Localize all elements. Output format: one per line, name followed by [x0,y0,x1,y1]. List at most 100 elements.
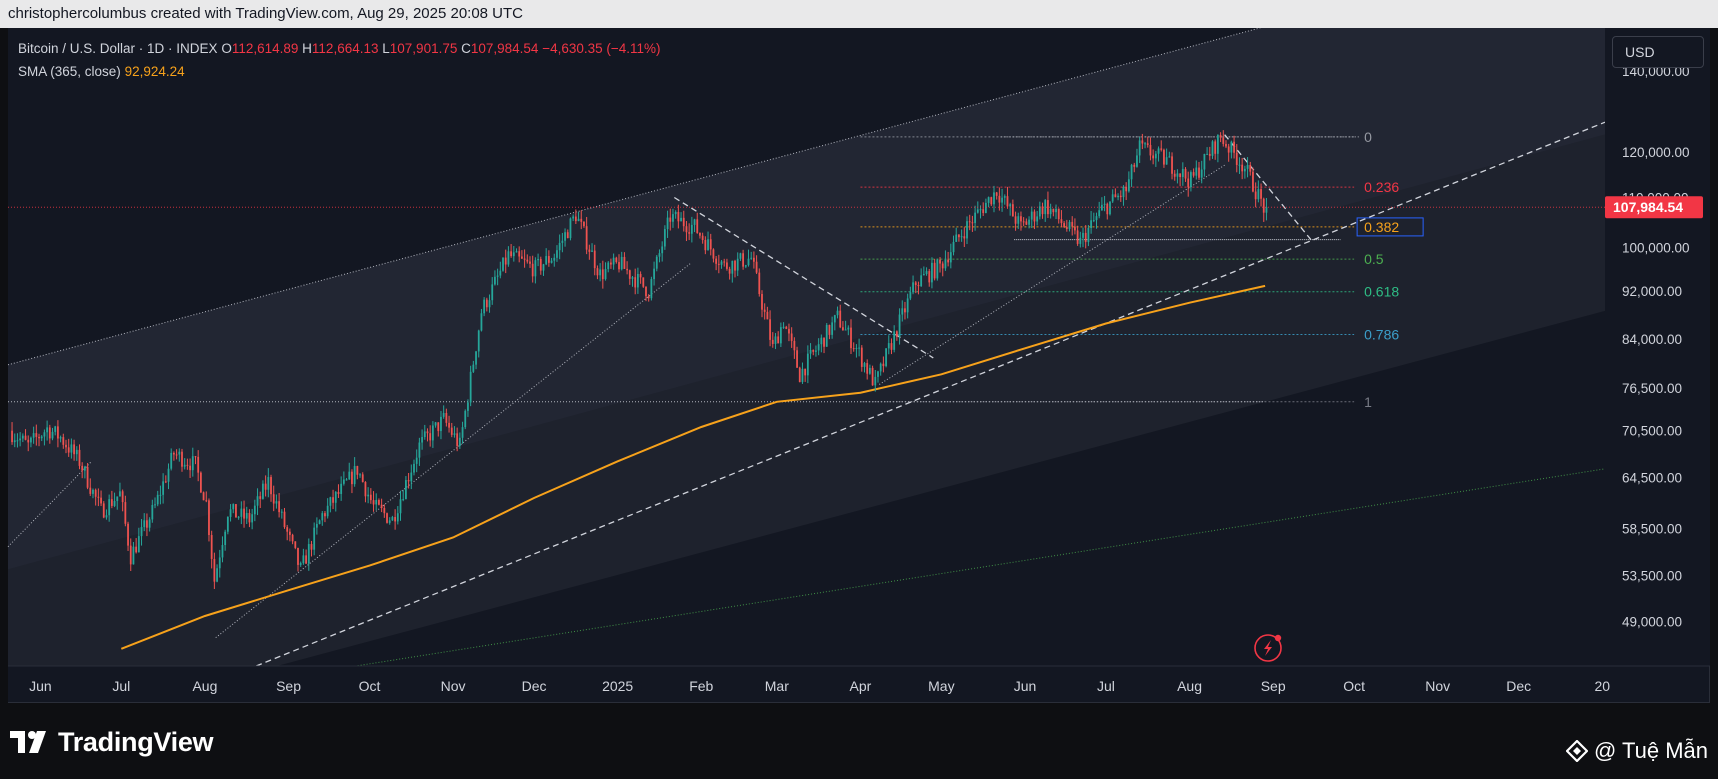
candle-body [526,259,529,262]
candle-body [642,277,645,287]
price-tick-label: 100,000.00 [1622,240,1690,255]
candle-body [682,217,685,227]
candle-body [626,268,629,271]
currency-button[interactable]: USD [1612,36,1704,68]
candle-body [842,327,844,331]
candle-body [601,269,604,280]
candle-body [1233,141,1235,153]
time-tick-label: Aug [1177,678,1202,694]
sma-label[interactable]: SMA (365, close) [18,64,121,79]
candle-body [593,250,596,269]
time-tick-label: Sep [276,678,301,694]
candle-body [663,229,666,247]
candle-body [583,221,585,227]
time-tick-label: May [928,678,954,694]
candle-body [310,544,313,550]
candle-body [226,516,229,532]
symbol-name[interactable]: Bitcoin / U.S. Dollar · 1D · INDEX [18,41,218,56]
candle-body [677,211,680,222]
candle-body [351,471,353,485]
candle-body [1130,164,1133,180]
candle-body [440,416,442,432]
price-chart[interactable]: 0 0.236 0.382 0.5 0.618 0.786 1 140,000.00120,… [0,0,1718,703]
candle-body [405,480,407,500]
candle-body [262,483,264,499]
time-tick-label: Apr [850,678,872,694]
candle-body [798,367,801,383]
candle-body [898,314,901,337]
candle-body [54,426,57,432]
candle-body [1017,216,1020,224]
candle-body [971,222,974,224]
candle-body [151,505,154,520]
candle-body [952,241,955,253]
time-tick-label: Jul [112,678,130,694]
candle-body [1063,223,1066,228]
candle-body [647,296,650,299]
candle-body [464,410,467,428]
candle-body [280,511,283,513]
candle-body [545,256,548,265]
candle-body [105,515,108,518]
candle-body [569,218,572,239]
candle-body [925,271,928,275]
fib-level-0.618-label: 0.618 [1364,284,1399,300]
candle-body [167,468,170,482]
candle-body [40,436,43,439]
candle-body [259,496,262,499]
candle-body [1260,189,1262,199]
candle-body [235,504,237,518]
candle-body [1074,226,1076,231]
candle-body [917,285,920,287]
candle-body [394,517,397,522]
candle-body [534,260,537,277]
time-tick-label: Jul [1097,678,1115,694]
candle-body [1049,208,1052,215]
candle-body [291,534,294,542]
price-tick-label: 84,000.00 [1622,332,1682,347]
candle-body [636,273,639,288]
candle-body [1044,200,1047,215]
candle-body [958,234,960,238]
candle-body [1198,167,1200,178]
candle-body [1022,221,1025,223]
candle-body [1103,203,1106,205]
candle-body [1100,204,1103,211]
candle-body [895,331,898,337]
candle-body [73,444,75,455]
candle-body [1060,219,1063,224]
candle-body [383,508,386,514]
time-tick-label: Oct [1343,678,1365,694]
tradingview-logo-text: TradingView [58,726,214,757]
candle-body [618,262,620,270]
candle-body [793,340,796,351]
candle-body [89,487,92,494]
candle-body [1036,216,1039,222]
time-tick-label: Dec [1506,678,1531,694]
candle-body [801,368,804,383]
candle-body [213,558,216,582]
chart-overlays [8,206,1605,662]
candle-body [742,253,745,267]
price-axis: 140,000.00120,000.00110,000.00100,000.00… [1605,28,1710,666]
candle-body [941,263,944,269]
candle-body [19,438,22,441]
candle-body [596,268,599,276]
candle-body [788,328,790,334]
candle-body [715,258,718,264]
footer [0,703,1718,779]
tradingview-logo[interactable]: TradingView [10,726,214,757]
candle-body [1003,196,1006,198]
candle-body [871,367,874,386]
candle-body [32,433,35,438]
candle-body [974,212,977,223]
candle-body [359,474,361,476]
candle-body [839,310,842,328]
candle-body [785,326,788,329]
candle-body [102,503,105,518]
candle-body [1257,189,1260,200]
candle-body [1238,164,1241,166]
candle-body [572,216,575,219]
candle-body [998,195,1001,203]
close-label: C [461,41,471,56]
